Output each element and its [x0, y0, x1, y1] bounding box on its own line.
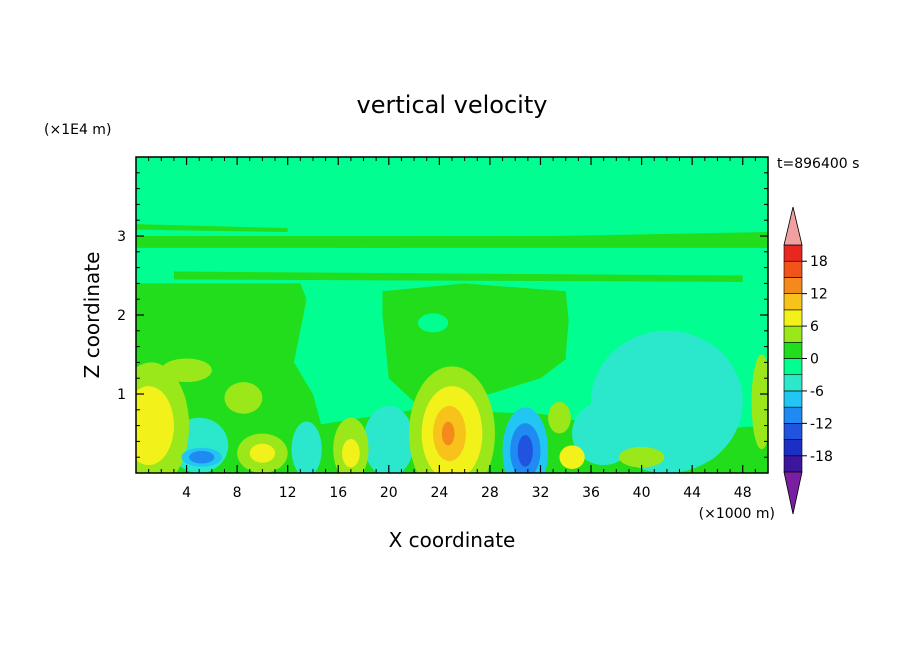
downdraft-weak-center — [363, 405, 415, 473]
colorbar-box — [783, 277, 803, 294]
hole-mint — [417, 313, 449, 333]
updraft-strong-core — [441, 421, 455, 446]
colorbar-box — [783, 293, 803, 311]
colorbar-tick-label: 12 — [810, 287, 828, 303]
updraft-17-core — [342, 439, 360, 468]
colorbar-tick-label: 0 — [810, 352, 819, 368]
downdraft-weak-cyan — [572, 401, 636, 466]
region-weak-updraft-center — [382, 283, 573, 402]
gap-mint-left — [294, 291, 383, 394]
downdraft-weak-12 — [291, 421, 322, 473]
colorbar-box — [783, 390, 803, 408]
updraft-33 — [548, 401, 571, 434]
contour-field — [136, 224, 768, 473]
y-tick-label: 2 — [117, 308, 126, 324]
x-tick-label: 16 — [329, 485, 347, 501]
x-axis: 4 8 12 16 20 24 28 32 36 40 44 48 — [148, 157, 756, 501]
colorbar: -18 -12 -6 0 6 12 18 — [783, 206, 833, 515]
downdraft-left-blue — [189, 450, 215, 464]
x-tick-label: 36 — [582, 485, 600, 501]
x-tick-label: 40 — [633, 485, 651, 501]
x-tick-label: 32 — [532, 485, 550, 501]
x-tick-label: 44 — [683, 485, 701, 501]
x-tick-label: 4 — [182, 485, 191, 501]
downdraft-strong-core — [517, 435, 533, 467]
colorbar-box — [783, 325, 803, 343]
x-tick-label: 8 — [233, 485, 242, 501]
band-upper-right — [338, 232, 768, 248]
colorbar-box — [783, 358, 803, 376]
colorbar-box — [783, 374, 803, 392]
updraft-4 — [161, 358, 212, 383]
colorbar-box — [783, 244, 803, 262]
y-tick-label: 1 — [117, 387, 126, 403]
x-tick-label: 48 — [734, 485, 752, 501]
plot-area — [135, 156, 769, 474]
y-axis: 1 2 3 — [117, 172, 768, 458]
colorbar-tick-label: 18 — [810, 254, 828, 270]
downdraft-weak-right-2 — [654, 386, 731, 466]
colorbar-box — [783, 309, 803, 327]
x-tick-label: 12 — [279, 485, 297, 501]
colorbar-box — [783, 423, 803, 440]
colorbar-box — [783, 406, 803, 424]
band-mid — [173, 271, 743, 282]
colorbar-box — [783, 260, 803, 278]
colorbar-box — [783, 439, 803, 457]
y-axis-label: Z coordinate — [80, 252, 104, 379]
updraft-left-yellow — [136, 386, 174, 466]
x-tick-label: 28 — [481, 485, 499, 501]
y-unit-label: (×1E4 m) — [44, 122, 111, 138]
colorbar-max-triangle — [783, 206, 803, 246]
x-tick-label: 20 — [380, 485, 398, 501]
time-label: t=896400 s — [777, 156, 859, 172]
x-axis-label: X coordinate — [389, 528, 516, 552]
colorbar-tick-label: 6 — [810, 319, 819, 335]
updraft-8 — [224, 382, 263, 414]
colorbar-box — [783, 341, 803, 359]
x-tick-label: 24 — [430, 485, 448, 501]
x-unit-label: (×1000 m) — [699, 506, 775, 522]
band-top-left — [136, 224, 288, 233]
updraft-right-edge — [751, 354, 768, 450]
colorbar-tick-label: -6 — [810, 384, 824, 400]
colorbar-box — [783, 455, 803, 473]
updraft-34 — [559, 445, 585, 470]
updraft-10-core — [249, 443, 276, 463]
colorbar-min-triangle — [783, 471, 803, 515]
updraft-40 — [618, 446, 665, 468]
chart-title: vertical velocity — [357, 91, 548, 119]
y-tick-label: 3 — [117, 229, 126, 245]
colorbar-tick-label: -18 — [810, 449, 833, 465]
colorbar-tick-label: -12 — [810, 416, 833, 432]
